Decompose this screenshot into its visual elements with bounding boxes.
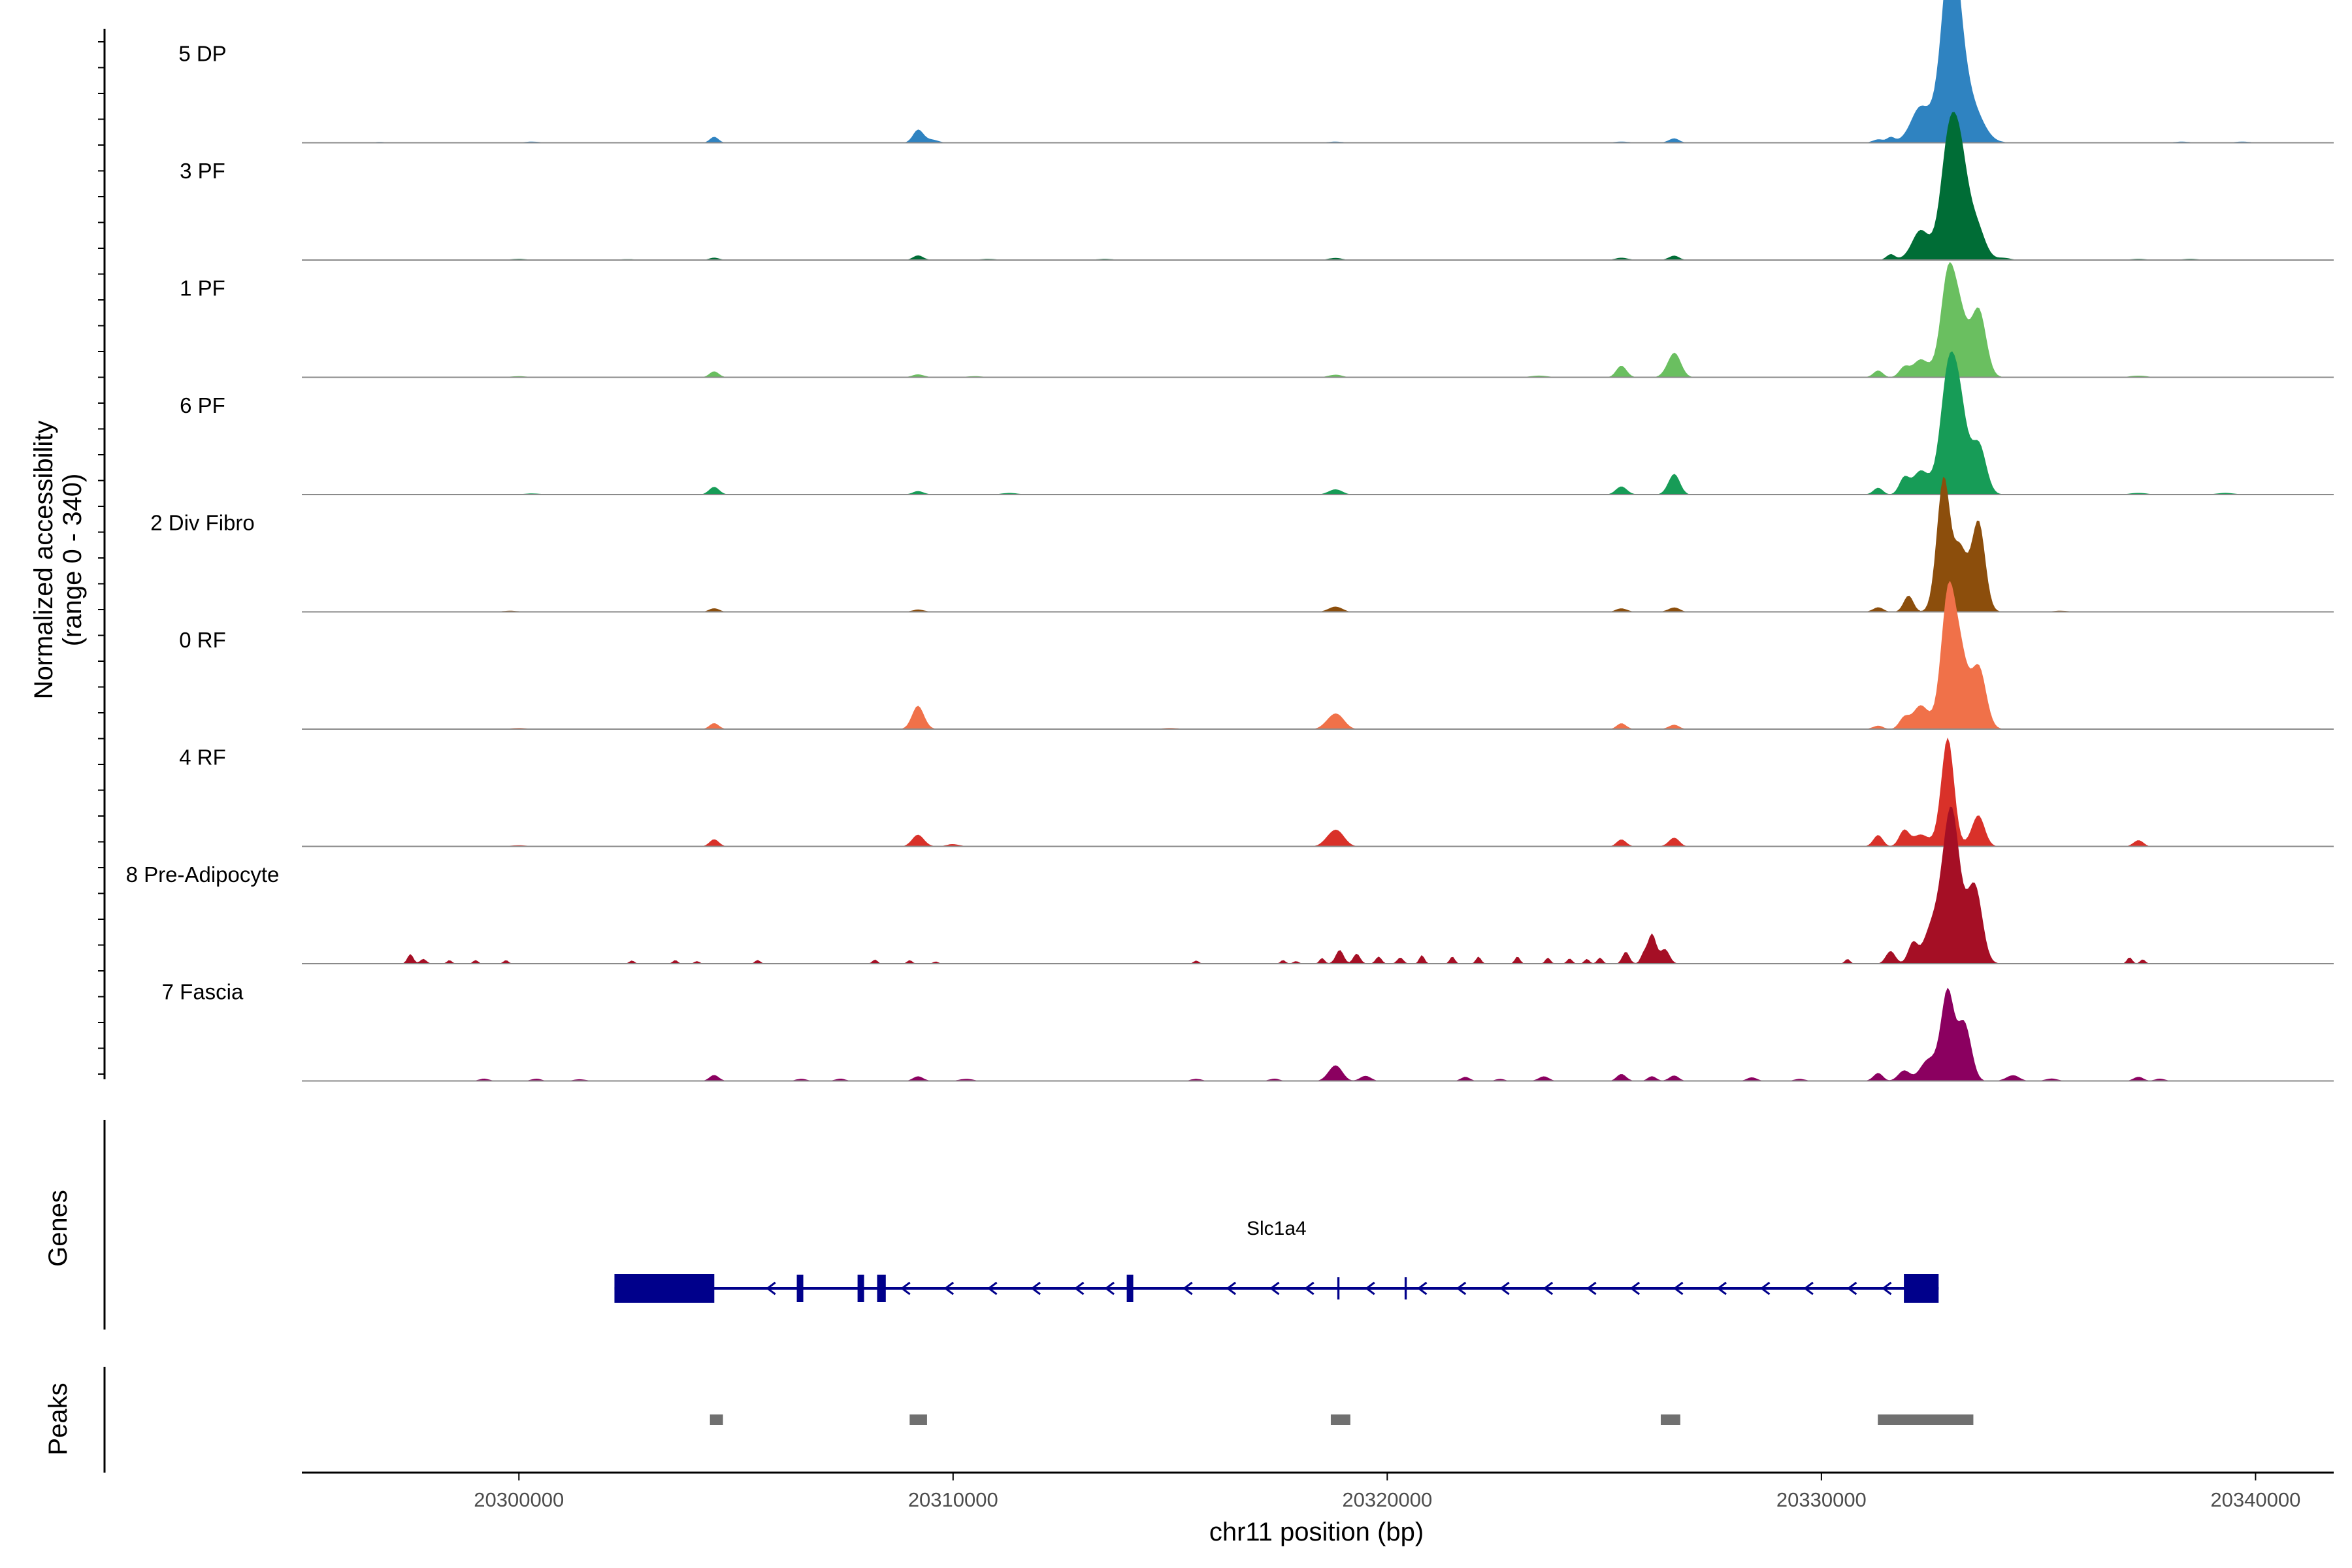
strand-arrow-icon — [1803, 1281, 1814, 1296]
track-label: 0 RF — [179, 628, 226, 652]
gene-name-label: Slc1a4 — [1247, 1218, 1307, 1239]
track-6-pf: 6 PF — [180, 351, 2334, 495]
track-label: 5 DP — [178, 42, 226, 66]
track-label: 7 Fascia — [162, 980, 244, 1004]
gene-exon — [877, 1275, 886, 1302]
strand-arrow-icon — [1846, 1281, 1857, 1296]
strand-arrow-icon — [1074, 1281, 1085, 1296]
track-label: 2 Div Fibro — [150, 511, 255, 535]
track-label: 6 PF — [180, 393, 225, 417]
strand-arrow-icon — [1673, 1281, 1684, 1296]
genes-track-title: Genes — [44, 1190, 73, 1267]
x-tick-label: 20300000 — [474, 1488, 564, 1511]
genes-track: Slc1a4 — [103, 1120, 1939, 1330]
strand-arrow-icon — [1759, 1281, 1771, 1296]
strand-arrow-icon — [1543, 1281, 1554, 1296]
gene-exon — [1126, 1275, 1134, 1302]
strand-arrow-icon — [1226, 1281, 1236, 1296]
track-8-pre-adipocyte: 8 Pre-Adipocyte — [126, 806, 2334, 964]
strand-arrow-icon — [943, 1281, 955, 1296]
track-7-fascia: 7 Fascia — [162, 980, 2334, 1082]
strand-arrow-icon — [1716, 1281, 1727, 1296]
x-tick-label: 20340000 — [2210, 1488, 2300, 1511]
track-5-dp: 5 DP — [178, 0, 2334, 144]
x-tick-label: 20310000 — [908, 1488, 998, 1511]
peak-region — [1330, 1414, 1350, 1425]
peak-region — [710, 1414, 723, 1425]
peak-region — [1660, 1414, 1680, 1425]
gene-exon — [1337, 1277, 1340, 1299]
track-2-div-fibro: 2 Div Fibro — [150, 476, 2334, 613]
x-tick-label: 20330000 — [1776, 1488, 1867, 1511]
track-label: 1 PF — [180, 276, 225, 301]
strand-arrow-icon — [1629, 1281, 1641, 1296]
y-axis-range-label: (range 0 - 340) — [58, 474, 87, 647]
track-0-rf: 0 RF — [179, 580, 2334, 730]
track-label: 8 Pre-Adipocyte — [126, 862, 280, 887]
strand-arrow-icon — [1304, 1281, 1315, 1296]
peak-region — [909, 1414, 927, 1425]
strand-arrow-icon — [1586, 1281, 1597, 1296]
strand-arrow-icon — [1499, 1281, 1510, 1296]
strand-arrow-icon — [1456, 1281, 1467, 1296]
track-4-rf: 4 RF — [179, 737, 2334, 847]
gene-exon — [1904, 1274, 1939, 1303]
strand-arrow-icon — [766, 1281, 776, 1296]
track-3-pf: 3 PF — [180, 112, 2334, 261]
gene-exon — [1404, 1277, 1407, 1299]
strand-arrow-icon — [1416, 1281, 1428, 1296]
accessibility-tracks: 5 DP 3 PF 1 PF 6 PF 2 Div Fibro 0 RF 4 RF 8 Pre… — [98, 0, 2334, 1082]
x-axis-title: chr11 position (bp) — [1209, 1518, 1424, 1546]
strand-arrow-icon — [1030, 1281, 1041, 1296]
strand-arrow-icon — [1183, 1281, 1193, 1296]
gene-exon — [796, 1275, 804, 1302]
y-axis-title: Normalized accessibility — [29, 421, 58, 700]
strand-arrow-icon — [1104, 1281, 1115, 1296]
track-label: 4 RF — [179, 745, 226, 770]
track-1-pf: 1 PF — [180, 261, 2334, 378]
peaks-track — [103, 1367, 1974, 1473]
strand-arrow-icon — [1269, 1281, 1280, 1296]
x-axis: 20300000 20310000 20320000 20330000 20340000 — [302, 1471, 2334, 1511]
gene-exon — [857, 1275, 864, 1302]
peak-region — [1878, 1414, 1974, 1425]
strand-arrow-icon — [900, 1281, 911, 1296]
x-tick-label: 20320000 — [1342, 1488, 1432, 1511]
strand-arrow-icon — [987, 1281, 998, 1296]
track-label: 3 PF — [180, 159, 225, 183]
strand-arrow-icon — [1365, 1281, 1375, 1296]
peaks-track-title: Peaks — [44, 1382, 73, 1455]
strand-arrow-icon — [1882, 1281, 1892, 1296]
gene-exon — [614, 1274, 715, 1303]
